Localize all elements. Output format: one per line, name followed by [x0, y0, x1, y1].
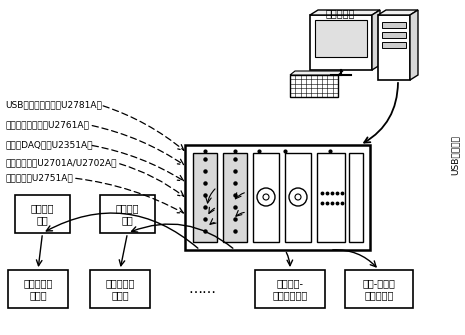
Bar — [317, 153, 345, 242]
Bar — [185, 145, 370, 250]
Text: 直流电压-
频率隔离转换: 直流电压- 频率隔离转换 — [272, 278, 308, 300]
Bar — [382, 22, 406, 28]
Text: 热电偶信号
隔离器: 热电偶信号 隔离器 — [23, 278, 53, 300]
Polygon shape — [372, 10, 380, 70]
Polygon shape — [290, 71, 343, 75]
Bar — [223, 153, 247, 242]
Text: 热电阻传
感器: 热电阻传 感器 — [116, 203, 139, 225]
Bar — [345, 270, 413, 308]
Text: USB模块产品机箱（U2781A）: USB模块产品机箱（U2781A） — [5, 100, 102, 110]
Text: USB控制电缆: USB控制电缆 — [451, 135, 459, 175]
Bar — [8, 270, 68, 308]
Bar — [378, 15, 410, 80]
Text: 频率-直流电
压隔离转换: 频率-直流电 压隔离转换 — [363, 278, 395, 300]
Text: 控制计算机: 控制计算机 — [326, 8, 355, 18]
Bar — [285, 153, 311, 242]
Text: 数字示波器（U2701A/U2702A）: 数字示波器（U2701A/U2702A） — [5, 158, 117, 168]
Bar — [90, 270, 150, 308]
Bar — [193, 153, 217, 242]
Bar — [253, 153, 279, 242]
Text: 任意波形发生器（U2761A）: 任意波形发生器（U2761A） — [5, 121, 89, 130]
Text: 多功能DAQ卡（U2351A）: 多功能DAQ卡（U2351A） — [5, 140, 93, 149]
Bar — [310, 15, 372, 70]
Text: 热电偶信号
隔离器: 热电偶信号 隔离器 — [105, 278, 135, 300]
Bar — [382, 32, 406, 38]
Polygon shape — [310, 10, 380, 15]
Text: 矩阵开关（U2751A）: 矩阵开关（U2751A） — [5, 174, 73, 183]
Polygon shape — [410, 10, 418, 80]
Polygon shape — [378, 10, 418, 15]
Bar — [349, 153, 363, 242]
Bar — [315, 20, 367, 57]
Bar — [15, 195, 70, 233]
Bar — [290, 75, 338, 97]
Bar — [382, 42, 406, 48]
Bar — [255, 270, 325, 308]
Text: 热电偶传
感器: 热电偶传 感器 — [31, 203, 54, 225]
Bar — [100, 195, 155, 233]
Text: ……: …… — [188, 282, 217, 296]
